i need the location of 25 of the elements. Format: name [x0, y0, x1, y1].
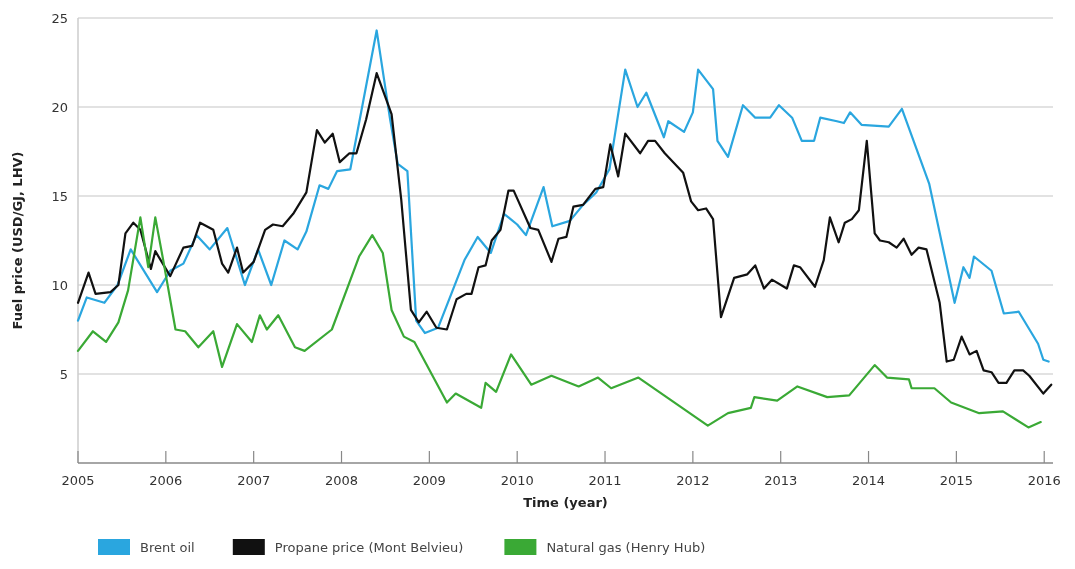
line-series	[76, 29, 1050, 363]
x-tick-label: 2016	[1027, 473, 1061, 488]
x-tick-label: 2005	[61, 473, 95, 488]
y-tick-label: 20	[51, 100, 68, 115]
legend-label: Natural gas (Henry Hub)	[546, 540, 706, 555]
y-tick-label: 25	[51, 11, 68, 26]
legend-label: Brent oil	[140, 540, 195, 555]
x-tick-label: 2009	[412, 473, 446, 488]
y-tick-label: 5	[59, 367, 68, 382]
legend-label: Propane price (Mont Belvieu)	[274, 540, 464, 555]
x-tick-label: 2013	[764, 473, 798, 488]
y-tick-label: 10	[51, 278, 68, 293]
line-series	[76, 72, 1053, 395]
x-axis-title: Time (year)	[523, 495, 608, 510]
x-tick-label: 2006	[149, 473, 183, 488]
y-axis-title: Fuel price (USD/GJ, LHV)	[10, 151, 25, 330]
x-tick-label: 2008	[324, 473, 359, 488]
x-tick-label: 2011	[588, 473, 622, 488]
x-tick-label: 2010	[500, 473, 534, 488]
x-tick-label: 2015	[939, 473, 973, 488]
x-tick-label: 2007	[237, 473, 271, 488]
y-tick-label: 15	[51, 189, 68, 204]
x-tick-label: 2014	[851, 473, 886, 488]
x-tick-label: 2012	[676, 473, 710, 488]
line-series	[76, 216, 1042, 429]
